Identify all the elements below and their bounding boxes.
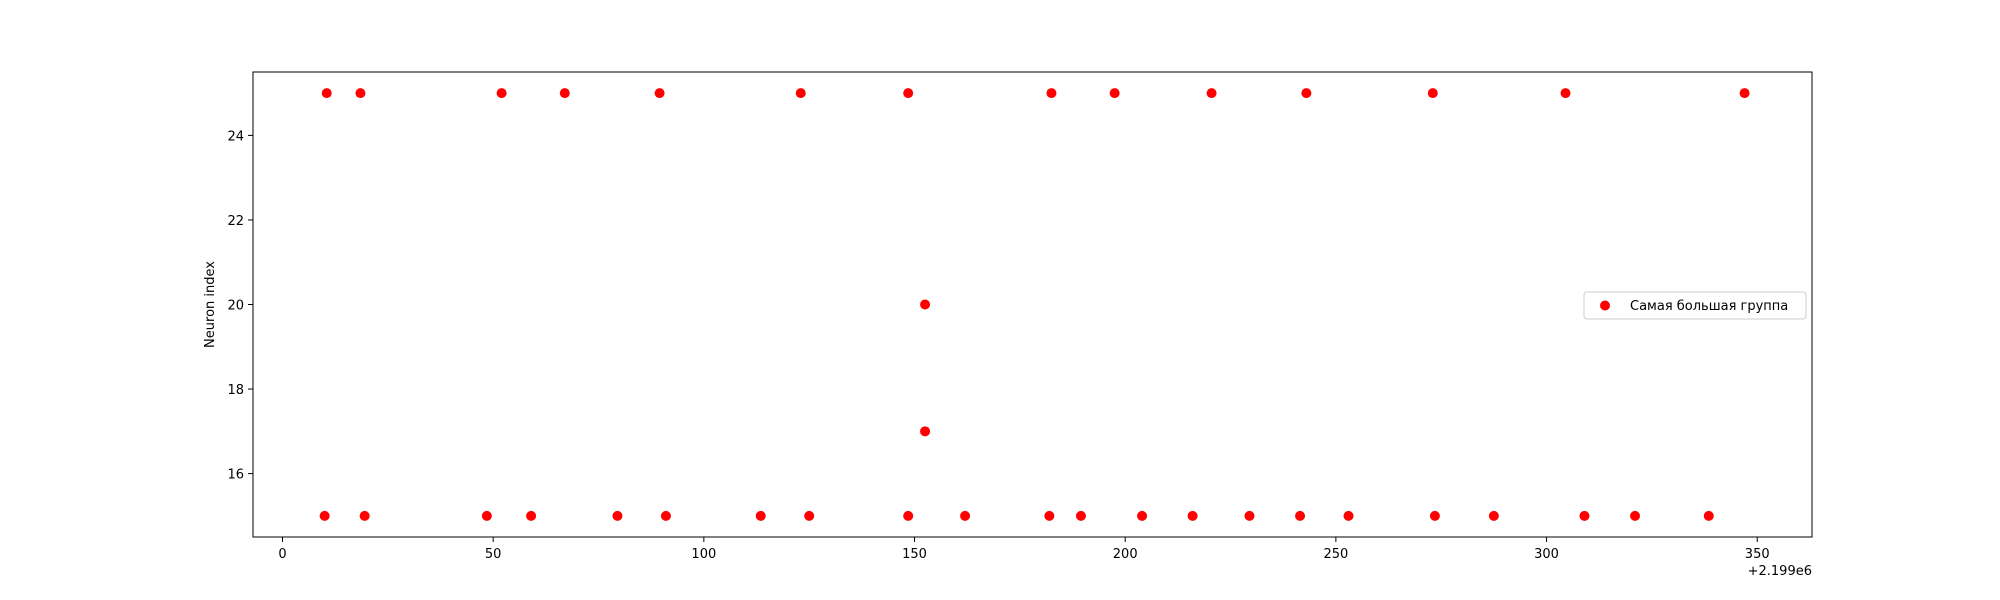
y-tick-label: 22 bbox=[227, 214, 244, 229]
data-point bbox=[321, 88, 332, 99]
data-point bbox=[1739, 88, 1750, 99]
ticks-layer: 0 50 100 150 200 250 300 350 16 18 20 22 24 bbox=[227, 129, 1769, 562]
data-point bbox=[1429, 510, 1440, 521]
data-point bbox=[1295, 510, 1306, 521]
x-tick-label: 200 bbox=[1113, 547, 1138, 562]
data-point bbox=[654, 88, 665, 99]
x-tick-label: 350 bbox=[1745, 547, 1770, 562]
data-point bbox=[1630, 510, 1641, 521]
y-tick-label: 20 bbox=[227, 299, 244, 314]
data-point bbox=[920, 299, 931, 310]
data-point bbox=[496, 88, 507, 99]
data-point bbox=[795, 88, 806, 99]
data-point bbox=[1301, 88, 1312, 99]
plot-frame bbox=[252, 71, 1813, 538]
x-tick-label: 50 bbox=[485, 547, 502, 562]
data-point bbox=[481, 510, 492, 521]
data-point bbox=[1427, 88, 1438, 99]
x-tick-label: 250 bbox=[1323, 547, 1348, 562]
legend: Самая большая группа bbox=[1583, 291, 1807, 320]
data-point bbox=[1579, 510, 1590, 521]
data-point bbox=[660, 510, 671, 521]
data-point bbox=[755, 510, 766, 521]
x-tick-label: 100 bbox=[691, 547, 716, 562]
data-point bbox=[1075, 510, 1086, 521]
y-axis-label: Neuron index bbox=[203, 261, 218, 348]
data-point bbox=[903, 510, 914, 521]
legend-box bbox=[1583, 291, 1807, 320]
x-offset-label: +2.199e6 bbox=[1748, 564, 1812, 579]
data-point bbox=[1560, 88, 1571, 99]
data-point bbox=[960, 510, 971, 521]
y-tick-label: 18 bbox=[227, 383, 244, 398]
data-point bbox=[1187, 510, 1198, 521]
data-point bbox=[804, 510, 815, 521]
data-point bbox=[903, 88, 914, 99]
data-point bbox=[1206, 88, 1217, 99]
y-tick-label: 24 bbox=[227, 129, 244, 144]
data-point bbox=[359, 510, 370, 521]
data-point bbox=[526, 510, 537, 521]
data-point bbox=[1703, 510, 1714, 521]
x-tick-label: 0 bbox=[278, 547, 286, 562]
data-point bbox=[1044, 510, 1055, 521]
data-point bbox=[355, 88, 366, 99]
legend-entry: Самая большая группа bbox=[1630, 299, 1788, 314]
data-point bbox=[1244, 510, 1255, 521]
data-point bbox=[1109, 88, 1120, 99]
data-point bbox=[559, 88, 570, 99]
data-point bbox=[612, 510, 623, 521]
x-tick-label: 150 bbox=[902, 547, 927, 562]
y-tick-label: 16 bbox=[227, 468, 244, 483]
data-point bbox=[1343, 510, 1354, 521]
data-point bbox=[1046, 88, 1057, 99]
data-point bbox=[920, 426, 931, 437]
points-layer bbox=[319, 88, 1750, 521]
data-point bbox=[1137, 510, 1148, 521]
legend-marker bbox=[1600, 300, 1610, 311]
x-tick-label: 300 bbox=[1534, 547, 1559, 562]
data-point bbox=[319, 510, 330, 521]
data-point bbox=[1488, 510, 1499, 521]
